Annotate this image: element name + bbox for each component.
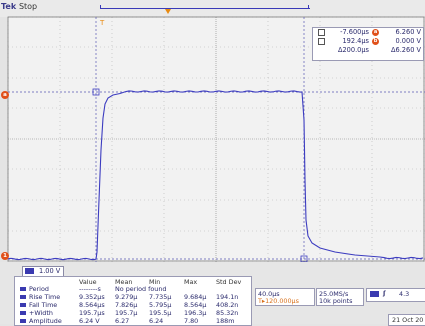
meas-value: 9.352µs xyxy=(79,293,105,301)
meas-min: 5.795µ xyxy=(149,301,172,309)
meas-min: 195.5µ xyxy=(149,309,172,317)
meas-value: 195.7µs xyxy=(79,309,105,317)
measurement-bullet-icon xyxy=(20,319,26,323)
cursor-select-icon[interactable] xyxy=(318,29,325,36)
ch1-waveform xyxy=(7,90,424,261)
cursor-a-level-marker[interactable]: a xyxy=(1,91,9,99)
meas-std: 85.32n xyxy=(216,309,239,317)
meas-max: 8.564µ xyxy=(184,301,207,309)
trigger-readout[interactable]: ʃ 4.3 xyxy=(366,288,425,302)
record-view-left-end xyxy=(100,5,101,9)
header-max: Max xyxy=(184,278,198,286)
meas-mean: 6.27 xyxy=(115,317,130,325)
graticule xyxy=(7,16,425,262)
meas-value: 6.24 V xyxy=(79,317,100,325)
cursor-lines[interactable] xyxy=(8,17,425,262)
measurement-bullet-icon xyxy=(20,287,26,291)
meas-mean: No period found xyxy=(115,285,167,293)
sample-rate: 25.0MS/s xyxy=(319,290,349,298)
readout-row-a: -7.600µs a 6.260 V xyxy=(313,28,423,38)
record-length: 10k points xyxy=(319,297,353,305)
meas-max: 7.80 xyxy=(184,317,199,325)
trigger-level: 4.3 xyxy=(399,290,410,298)
measurement-table: Value Mean Min Max Std Dev Period ------… xyxy=(14,276,252,326)
cursor-a-voltage: 6.260 V xyxy=(395,28,421,36)
trigger-position-icon[interactable] xyxy=(165,9,171,14)
ch1-volts-per-div: 1.00 V xyxy=(39,267,61,275)
readout-row-b: 192.4µs b 0.000 V xyxy=(313,37,423,47)
meas-name: Rise Time xyxy=(29,293,61,301)
header-std-dev: Std Dev xyxy=(216,278,242,286)
meas-std: 188m xyxy=(216,317,235,325)
acquisition-readout[interactable]: 25.0MS/s 10k points xyxy=(316,288,364,306)
record-view-bar xyxy=(100,8,310,9)
cursor-a-time: -7.600µs xyxy=(340,28,369,36)
meas-mean: 9.279µ xyxy=(115,293,138,301)
trigger-t-label: T xyxy=(99,19,105,27)
meas-std: 408.2n xyxy=(216,301,239,309)
measurement-bullet-icon xyxy=(20,295,26,299)
ch1-ground-marker[interactable]: 1 xyxy=(1,252,9,260)
meas-name: Amplitude xyxy=(29,317,62,325)
cursor-b-badge: b xyxy=(372,38,379,45)
measurement-bullet-icon xyxy=(20,311,26,315)
trigger-slope-icon: ʃ xyxy=(383,289,386,297)
meas-name: Fall Time xyxy=(29,301,58,309)
horizontal-readout[interactable]: 40.0µs T▸120.000µs xyxy=(255,288,315,306)
header-mean: Mean xyxy=(115,278,133,286)
cursor-readout: -7.600µs a 6.260 V 192.4µs b 0.000 V Δ20… xyxy=(312,27,424,61)
cursor-a-handle[interactable] xyxy=(92,88,100,96)
cursor-b-time: 192.4µs xyxy=(342,37,369,45)
graticule-border xyxy=(7,16,425,262)
header-min: Min xyxy=(149,278,161,286)
brand-logo: Tek xyxy=(1,2,17,11)
date-text: 21 Oct 20 xyxy=(392,316,424,324)
cursor-a-badge: a xyxy=(372,29,379,36)
meas-std: 194.1n xyxy=(216,293,239,301)
acquisition-state: Stop xyxy=(18,2,38,11)
header-value: Value xyxy=(79,278,97,286)
meas-name: Period xyxy=(29,285,49,293)
trigger-source-icon xyxy=(370,291,379,297)
ch1-badge-icon xyxy=(25,268,34,274)
trigger-position: T▸120.000µs xyxy=(258,297,299,305)
readout-row-delta: Δ200.0µs Δ6.260 V xyxy=(313,46,423,56)
date-readout: 21 Oct 20 xyxy=(388,314,425,326)
time-per-div: 40.0µs xyxy=(258,290,280,298)
meas-value: --------s xyxy=(79,285,101,293)
measurement-bullet-icon xyxy=(20,303,26,307)
cursor-delta-time: Δ200.0µs xyxy=(337,46,369,54)
meas-name: +Width xyxy=(29,309,53,317)
meas-max: 9.684µ xyxy=(184,293,207,301)
meas-mean: 7.826µ xyxy=(115,301,138,309)
cursor-delta-voltage: Δ6.260 V xyxy=(391,46,421,54)
cursor-b-voltage: 0.000 V xyxy=(395,37,421,45)
meas-max: 196.3µ xyxy=(184,309,207,317)
meas-mean: 195.7µ xyxy=(115,309,138,317)
cursor-b-handle[interactable] xyxy=(300,255,308,262)
meas-value: 8.564µs xyxy=(79,301,105,309)
brand-status: Tek Stop xyxy=(1,2,37,11)
meas-min: 6.24 xyxy=(149,317,164,325)
cursor-select-icon[interactable] xyxy=(318,38,325,45)
meas-min: 7.735µ xyxy=(149,293,172,301)
record-view-right-end xyxy=(308,5,309,9)
